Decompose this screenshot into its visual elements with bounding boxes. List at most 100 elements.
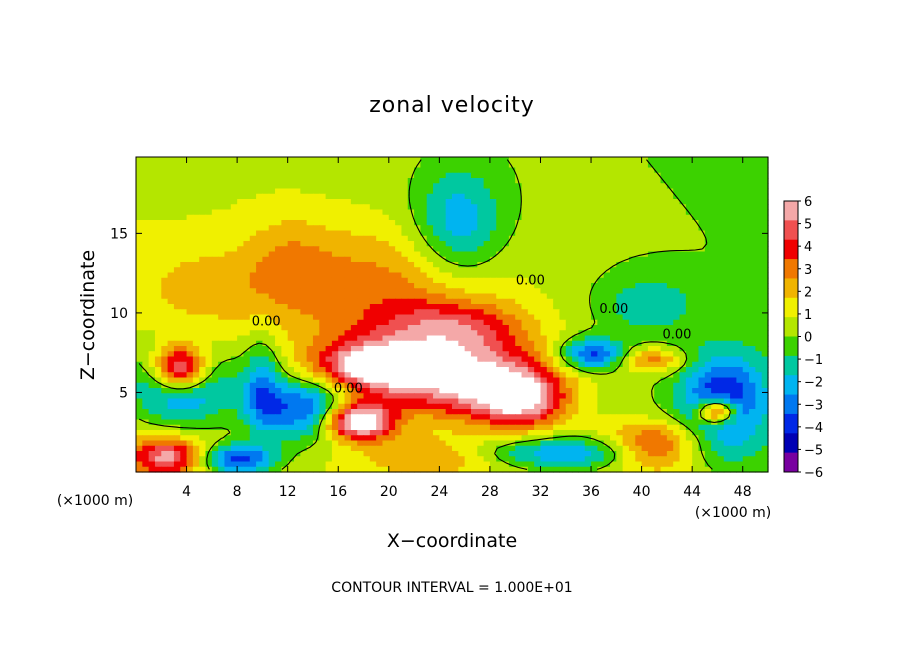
heatmap-cell xyxy=(647,403,655,410)
heatmap-cell xyxy=(312,199,320,205)
heatmap-cell xyxy=(452,403,459,410)
heatmap-cell xyxy=(357,340,365,347)
heatmap-cell xyxy=(243,162,251,169)
heatmap-cell xyxy=(167,214,175,221)
heatmap-cell xyxy=(388,241,396,247)
heatmap-cell xyxy=(736,214,744,221)
heatmap-cell xyxy=(641,340,649,347)
heatmap-cell xyxy=(154,314,162,321)
heatmap-cell xyxy=(256,314,263,321)
heatmap-cell xyxy=(275,346,282,352)
heatmap-cell xyxy=(559,382,567,389)
heatmap-cell xyxy=(173,388,181,394)
heatmap-cell xyxy=(628,372,636,379)
heatmap-cell xyxy=(489,414,497,421)
heatmap-cell xyxy=(148,314,156,321)
heatmap-cell xyxy=(243,403,251,410)
heatmap-cell xyxy=(565,162,573,169)
heatmap-cell xyxy=(136,251,143,258)
heatmap-cell xyxy=(540,256,548,263)
heatmap-cell xyxy=(312,393,320,400)
heatmap-cell xyxy=(338,272,346,279)
heatmap-cell xyxy=(622,267,630,274)
heatmap-cell xyxy=(338,309,346,316)
heatmap-cell xyxy=(635,398,643,405)
heatmap-cell xyxy=(591,251,598,258)
heatmap-cell xyxy=(376,414,384,421)
heatmap-cell xyxy=(154,272,162,279)
heatmap-cell xyxy=(344,188,352,195)
heatmap-cell xyxy=(717,267,725,274)
heatmap-cell xyxy=(546,335,554,342)
heatmap-cell xyxy=(647,272,655,279)
heatmap-cell xyxy=(414,267,421,274)
heatmap-cell xyxy=(546,262,554,268)
heatmap-cell xyxy=(205,262,213,268)
heatmap-cell xyxy=(704,346,712,352)
heatmap-cell xyxy=(572,361,579,368)
heatmap-cell xyxy=(654,330,662,337)
heatmap-cell xyxy=(388,183,396,190)
heatmap-cell xyxy=(325,262,333,268)
heatmap-cell xyxy=(180,304,188,310)
heatmap-cell xyxy=(376,393,384,400)
heatmap-cell xyxy=(186,246,194,253)
heatmap-cell xyxy=(591,188,598,195)
heatmap-cell xyxy=(199,372,207,379)
heatmap-cell xyxy=(426,288,434,295)
heatmap-cell xyxy=(154,361,162,368)
heatmap-cell xyxy=(515,393,523,400)
heatmap-cell xyxy=(546,272,554,279)
heatmap-cell xyxy=(445,340,453,347)
heatmap-cell xyxy=(275,382,282,389)
heatmap-cell xyxy=(483,162,491,169)
heatmap-cell xyxy=(730,304,737,310)
heatmap-cell xyxy=(635,199,643,205)
heatmap-cell xyxy=(180,256,188,263)
heatmap-cell xyxy=(154,409,162,415)
heatmap-cell xyxy=(603,283,611,289)
heatmap-cell xyxy=(161,346,169,352)
heatmap-cell xyxy=(350,214,358,221)
heatmap-cell xyxy=(635,167,643,174)
heatmap-cell xyxy=(439,267,447,274)
heatmap-cell xyxy=(256,346,263,352)
heatmap-cell xyxy=(730,356,737,363)
heatmap-cell xyxy=(717,340,725,347)
heatmap-cell xyxy=(395,204,403,211)
heatmap-cell xyxy=(433,325,440,331)
heatmap-cell xyxy=(553,309,561,316)
heatmap-cell xyxy=(319,335,327,342)
heatmap-cell xyxy=(654,283,662,289)
heatmap-cell xyxy=(268,277,276,284)
heatmap-cell xyxy=(344,220,352,226)
heatmap-cell xyxy=(445,377,453,384)
heatmap-cell xyxy=(275,325,282,331)
heatmap-cell xyxy=(186,361,194,368)
heatmap-cell xyxy=(470,204,478,211)
heatmap-cell xyxy=(414,246,421,253)
heatmap-cell xyxy=(331,319,339,326)
heatmap-cell xyxy=(647,183,655,190)
heatmap-cell xyxy=(521,314,529,321)
heatmap-cell xyxy=(224,377,232,384)
heatmap-cell xyxy=(154,325,162,331)
heatmap-cell xyxy=(395,209,403,216)
heatmap-cell xyxy=(591,325,598,331)
heatmap-cell xyxy=(673,340,681,347)
heatmap-cell xyxy=(635,382,643,389)
heatmap-cell xyxy=(357,172,365,179)
heatmap-cell xyxy=(306,178,314,184)
heatmap-cell xyxy=(325,409,333,415)
heatmap-cell xyxy=(704,262,712,268)
heatmap-cell xyxy=(698,251,706,258)
heatmap-cell xyxy=(445,172,453,179)
heatmap-cell xyxy=(382,162,390,169)
heatmap-cell xyxy=(502,367,510,373)
heatmap-cell xyxy=(287,293,295,300)
heatmap-cell xyxy=(452,361,459,368)
heatmap-cell xyxy=(306,377,314,384)
heatmap-cell xyxy=(142,267,150,274)
heatmap-cell xyxy=(294,241,301,247)
heatmap-cell xyxy=(572,272,579,279)
